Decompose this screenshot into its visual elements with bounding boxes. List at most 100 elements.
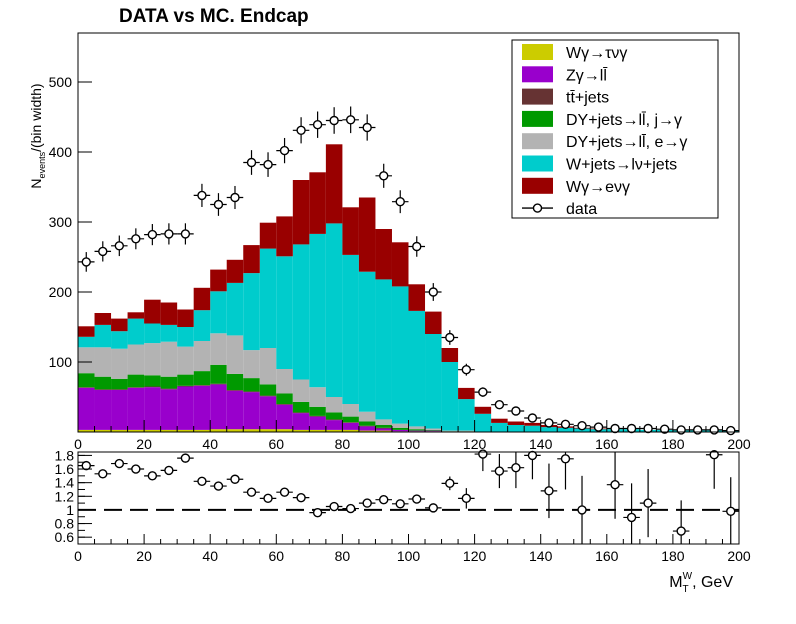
bar-0-18 [375, 430, 392, 432]
ratio-point-5 [164, 465, 174, 476]
data-point-2 [114, 241, 125, 251]
bar-5-29 [557, 427, 574, 432]
ratio-point-16 [345, 503, 356, 514]
bar-1-19 [391, 429, 409, 432]
ratio-ytick-label: 1.4 [55, 475, 75, 491]
bar-6-20 [408, 284, 426, 311]
data-point-0 [81, 257, 91, 267]
bar-4-0 [78, 347, 95, 374]
legend-label-5: W+jets→lν+jets [566, 157, 677, 174]
bar-5-6 [177, 327, 194, 347]
bar-6-10 [243, 245, 260, 274]
data-point-29 [560, 419, 571, 429]
data-point-11 [263, 159, 273, 170]
ratio-point-12 [279, 487, 290, 497]
main-axes: 0 20 40 60 80 100 120 140 160 180 200 100 200 300 400 5… [49, 32, 751, 452]
x-axis-label-sub: T [683, 584, 689, 595]
ratio-plot-area [78, 452, 739, 544]
bar-2-0 [78, 387, 95, 388]
bar-0-3 [127, 429, 145, 432]
bar-2-15 [325, 419, 343, 421]
bar-1-9 [226, 390, 244, 430]
ratio-ytick-label: 1.6 [55, 461, 75, 477]
bar-0-15 [325, 429, 343, 432]
y-axis-label-rest: /(bin width) [28, 83, 44, 151]
data-point-32 [610, 423, 620, 434]
ratio-point-23 [461, 493, 472, 504]
bar-0-11 [259, 429, 277, 432]
ratio-point-18 [379, 495, 389, 505]
bar-5-25 [491, 422, 508, 432]
legend-label-3: DY+jets→ll̄, j→γ [566, 111, 682, 129]
bar-3-0 [78, 373, 95, 388]
series-3 [78, 364, 475, 432]
bar-2-14 [309, 415, 326, 417]
bar-5-15 [325, 223, 343, 397]
bar-1-14 [309, 416, 326, 430]
bar-4-8 [210, 333, 227, 365]
ratio-point-10 [246, 487, 257, 497]
ratio-xtick-label: 120 [463, 548, 487, 564]
y-axis-label: Nevents/(bin width) [28, 83, 47, 188]
legend-swatch-6 [522, 177, 553, 194]
data-point-27 [527, 413, 538, 423]
bar-6-7 [193, 287, 211, 311]
bar-1-6 [177, 386, 194, 430]
legend-swatch-3 [522, 110, 553, 127]
bar-3-14 [309, 406, 326, 416]
ratio-point-13 [296, 492, 306, 503]
ratio-point-22 [445, 478, 455, 489]
bar-6-6 [177, 309, 194, 327]
bar-2-6 [177, 385, 194, 387]
data-point-3 [131, 234, 141, 244]
ratio-ytick-label: 0.6 [55, 529, 75, 545]
bar-4-15 [325, 397, 343, 413]
bar-4-19 [391, 423, 409, 428]
bar-4-21 [425, 428, 442, 430]
main-ytick-label: 400 [49, 144, 73, 160]
data-point-6 [180, 229, 191, 239]
ratio-point-34 [643, 498, 653, 508]
bar-2-11 [259, 395, 277, 397]
ratio-xtick-label: 40 [202, 548, 218, 564]
bar-1-2 [111, 390, 128, 430]
bar-5-26 [507, 425, 525, 432]
bar-1-8 [210, 384, 227, 430]
bar-3-11 [259, 384, 277, 396]
main-xtick-label: 40 [202, 436, 218, 452]
bar-2-16 [342, 422, 359, 423]
bar-1-18 [375, 428, 392, 431]
data-point-23 [461, 365, 472, 375]
ratio-point-30 [577, 505, 587, 515]
data-point-10 [246, 157, 257, 168]
bar-6-0 [78, 326, 95, 337]
bar-5-1 [94, 324, 112, 348]
bar-5-23 [458, 399, 475, 431]
data-point-5 [164, 229, 174, 239]
ratio-xtick-label: 80 [335, 548, 351, 564]
ratio-point-38 [709, 450, 719, 460]
ratio-point-4 [147, 471, 158, 481]
main-xtick-label: 100 [397, 436, 421, 452]
data-point-14 [312, 119, 323, 130]
bar-2-13 [292, 412, 310, 414]
bar-6-22 [441, 348, 459, 362]
bar-4-1 [94, 347, 112, 377]
ratio-point-28 [544, 486, 554, 496]
bar-5-13 [292, 244, 310, 380]
bar-1-3 [127, 387, 145, 430]
bar-3-15 [325, 412, 343, 420]
ratio-point-14 [312, 507, 323, 518]
x-axis-label-rest: , GeV [692, 574, 733, 591]
y-axis-label-main: N [28, 178, 44, 188]
bar-1-4 [144, 387, 161, 430]
ratio-point-0 [81, 460, 91, 471]
bar-5-5 [160, 324, 178, 342]
bar-4-5 [160, 341, 178, 377]
main-xtick-label: 120 [463, 436, 487, 452]
bar-3-21 [425, 429, 442, 431]
bar-5-28 [540, 427, 558, 432]
bar-3-7 [193, 371, 211, 386]
main-xtick-label: 140 [529, 436, 553, 452]
data-point-24 [478, 387, 488, 397]
